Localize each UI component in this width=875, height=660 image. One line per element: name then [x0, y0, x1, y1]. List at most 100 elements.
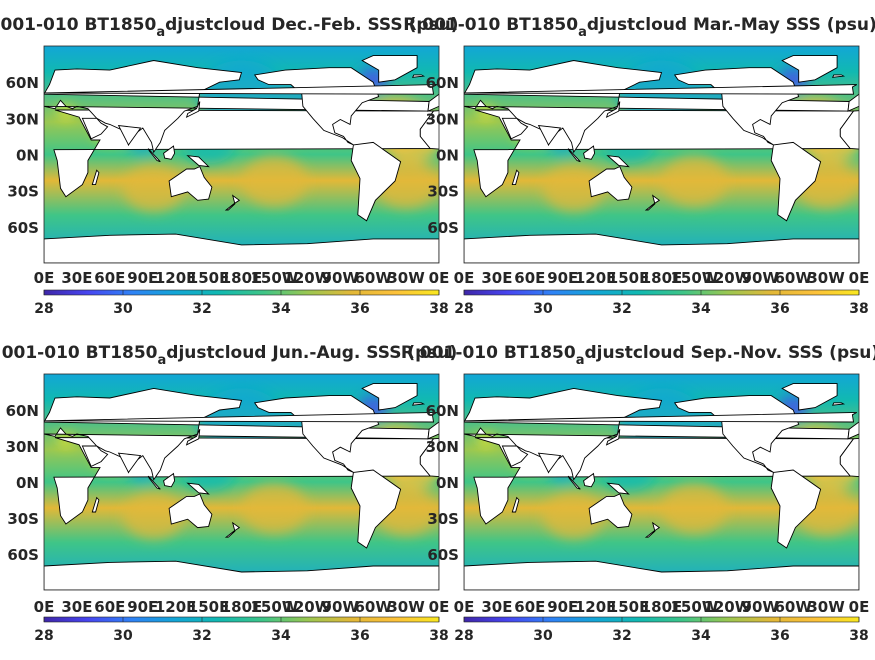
- land-india: [117, 125, 142, 146]
- panel-title: R 001-010 BT1850adjustcloud Mar.-May SSS…: [403, 15, 875, 40]
- lon-tick-label: 90W: [742, 269, 780, 287]
- land-new-guinea: [186, 482, 210, 495]
- land-new-zealand: [644, 521, 661, 538]
- land-europe-wrap: [427, 93, 439, 112]
- colorbar-tick-label: 30: [113, 301, 133, 317]
- colorbar-tick-label: 30: [113, 628, 133, 644]
- lat-tick-label: 30N: [426, 110, 459, 128]
- colorbar-ramp: [43, 289, 440, 296]
- lon-tick-label: 60W: [354, 598, 392, 616]
- colorbar: 28 30 32 34 36 38: [34, 616, 449, 644]
- panel-title: R 001-010 BT1850adjustcloud Sep.-Nov. SS…: [401, 343, 875, 368]
- colorbar-tick-label: 36: [350, 301, 369, 317]
- lon-tick-label: 30E: [481, 598, 512, 616]
- lon-tick-label: 150W: [250, 269, 298, 287]
- colorbar-tick-label: 30: [533, 628, 553, 644]
- colorbar-tick-label: 34: [271, 628, 291, 644]
- lon-tick-label: 90E: [127, 598, 158, 616]
- lon-tick-label: 0E: [454, 269, 475, 287]
- lon-tick-label: 60W: [774, 598, 812, 616]
- lon-tick-label: 120E: [155, 269, 197, 287]
- lon-tick-label: 90E: [127, 269, 158, 287]
- land-greenland: [361, 55, 418, 83]
- salinity-blob-3: [661, 483, 728, 534]
- land-africa-wrap: [839, 437, 859, 478]
- land-new-guinea: [606, 155, 630, 168]
- land-japan: [185, 101, 201, 118]
- land-madagascar: [511, 169, 520, 186]
- lat-tick-label: 60S: [7, 219, 39, 237]
- lat-tick-label: 30N: [6, 438, 39, 456]
- land-madagascar: [91, 496, 100, 513]
- colorbar-tick-label: 34: [691, 301, 711, 317]
- lon-tick-label: 150E: [188, 598, 230, 616]
- land-europe-wrap: [847, 93, 859, 112]
- lon-tick-label: 120W: [283, 598, 331, 616]
- land-iceland: [411, 74, 426, 78]
- lat-tick-label: 0N: [436, 474, 459, 492]
- land-sumatra: [147, 475, 161, 490]
- lat-tick-label: 0N: [16, 147, 39, 165]
- land-south-america: [770, 141, 822, 222]
- land-europe-wrap: [427, 421, 439, 440]
- salinity-blob-4: [543, 164, 605, 212]
- lon-tick-label: 0E: [429, 598, 450, 616]
- land-uk: [45, 411, 438, 423]
- lon-tick-label: 150E: [608, 269, 650, 287]
- lon-tick-label: 30W: [807, 598, 845, 616]
- lon-tick-label: 30E: [61, 269, 92, 287]
- lon-tick-label: 30W: [387, 598, 425, 616]
- panel-title: R 001-010 BT1850adjustcloud Jun.-Aug. SS…: [0, 343, 457, 368]
- map-frame: [43, 373, 440, 591]
- salinity-blob-3: [241, 155, 308, 207]
- colorbar-tick-label: 32: [192, 301, 211, 317]
- colorbar-tick-label: 28: [34, 301, 53, 317]
- land-india: [537, 125, 562, 146]
- lat-tick-label: 30S: [427, 183, 459, 201]
- colorbar: 28 30 32 34 36 38: [454, 616, 869, 644]
- land-mask: [464, 55, 859, 263]
- land-antarctica: [44, 233, 439, 263]
- land-greenland: [361, 383, 418, 411]
- land-iceland: [411, 402, 426, 406]
- land-india: [537, 452, 562, 474]
- colorbar-tick-label: 28: [34, 628, 53, 644]
- land-new-zealand: [224, 194, 241, 211]
- lon-tick-label: 0E: [429, 269, 450, 287]
- lat-tick-label: 30N: [426, 438, 459, 456]
- lon-tick-label: 120E: [575, 598, 617, 616]
- land-mask: [44, 383, 439, 590]
- lon-tick-label: 120W: [703, 269, 751, 287]
- land-iceland: [831, 402, 846, 406]
- lat-tick-label: 30S: [7, 183, 39, 201]
- colorbar-tick-label: 36: [350, 628, 369, 644]
- lon-tick-label: 120E: [155, 598, 197, 616]
- map-panel-3: R 001-010 BT1850adjustcloud Jun.-Aug. SS…: [0, 343, 457, 644]
- land-new-guinea: [186, 155, 210, 168]
- salinity-blob-3: [661, 155, 728, 207]
- colorbar-tick-label: 34: [691, 628, 711, 644]
- land-new-zealand: [644, 194, 661, 211]
- lon-tick-label: 180E: [221, 598, 263, 616]
- lat-tick-label: 0N: [436, 147, 459, 165]
- lon-tick-label: 90E: [547, 269, 578, 287]
- colorbar-tick-label: 30: [533, 301, 553, 317]
- lon-tick-label: 90W: [322, 598, 360, 616]
- lon-tick-label: 150E: [608, 598, 650, 616]
- colorbar: 28 30 32 34 36 38: [454, 289, 869, 317]
- lon-tick-label: 60E: [514, 598, 545, 616]
- lon-tick-label: 180E: [641, 269, 683, 287]
- lon-tick-label: 120W: [703, 598, 751, 616]
- panel-title: R 001-010 BT1850adjustcloud Dec.-Feb. SS…: [0, 15, 459, 40]
- lon-tick-label: 180E: [221, 269, 263, 287]
- map-panel-1: R 001-010 BT1850adjustcloud Dec.-Feb. SS…: [0, 15, 459, 317]
- colorbar-ramp: [463, 616, 860, 623]
- lon-tick-label: 90W: [322, 269, 360, 287]
- colorbar-tick-label: 28: [454, 628, 473, 644]
- land-japan: [185, 429, 201, 446]
- lon-tick-label: 0E: [34, 269, 55, 287]
- lat-tick-label: 60N: [6, 402, 39, 420]
- land-europe-wrap: [847, 421, 859, 440]
- land-borneo: [163, 145, 176, 160]
- land-australia: [168, 493, 213, 529]
